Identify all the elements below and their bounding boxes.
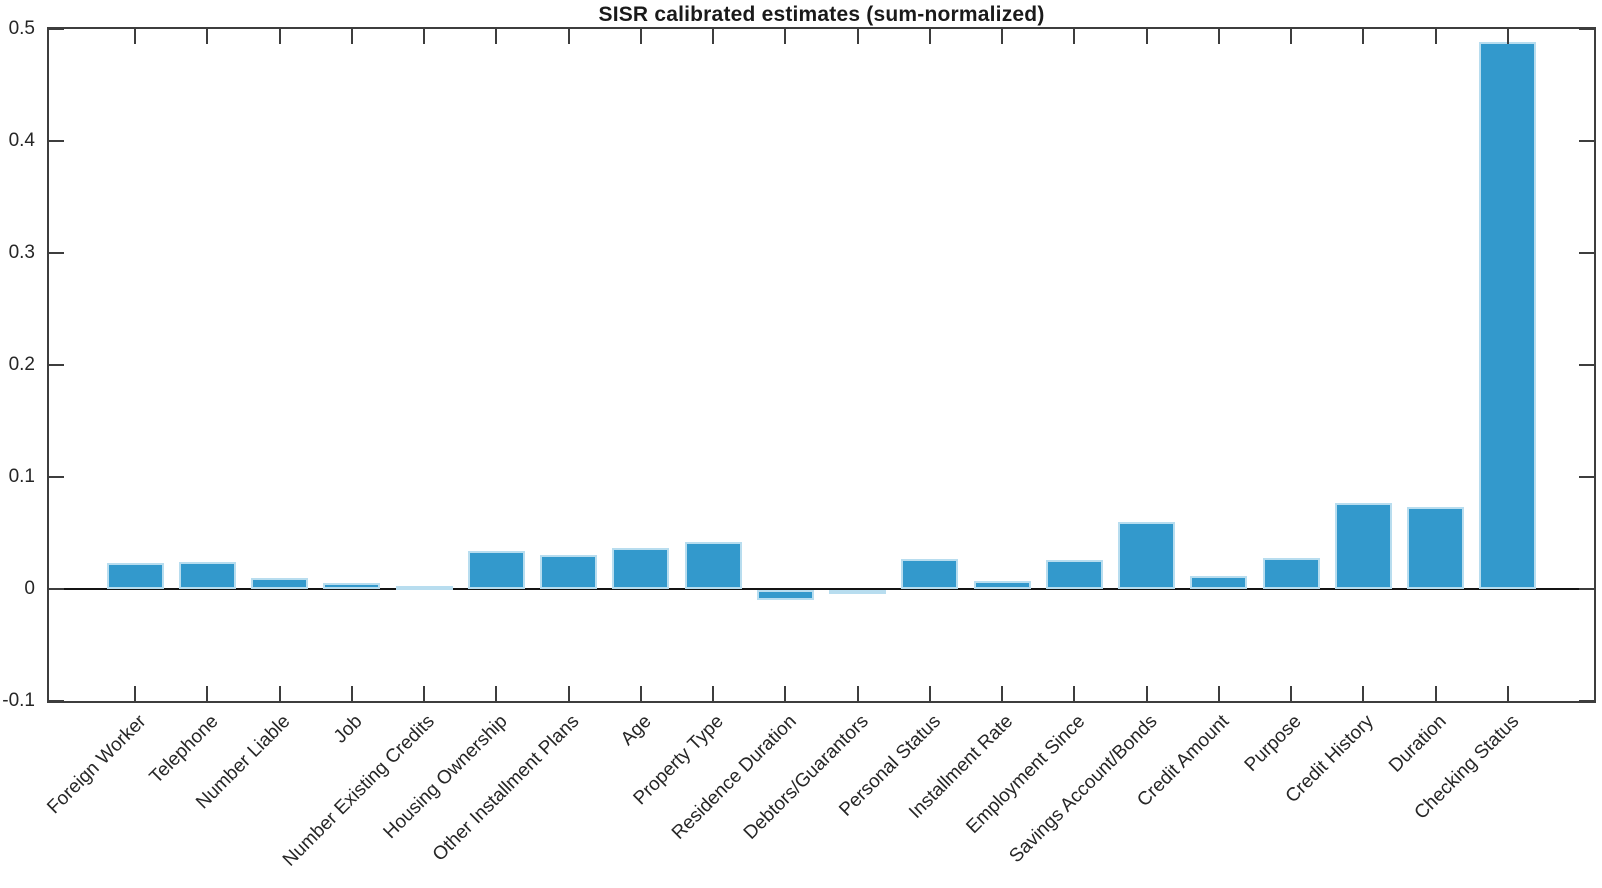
- bar-debtors-guarantors: [829, 590, 887, 594]
- y-tick-left: [49, 28, 64, 30]
- x-tick-bottom: [1506, 686, 1509, 701]
- x-tick-label: Age: [616, 711, 656, 750]
- bar-credit-amount: [1190, 575, 1248, 589]
- bar-employment-since: [1045, 559, 1103, 589]
- x-tick-label: Debtors/Guarantors: [739, 711, 873, 844]
- x-tick-top: [784, 29, 787, 44]
- bar-personal-status: [901, 558, 959, 589]
- x-tick-bottom: [567, 686, 570, 701]
- y-tick-right: [1579, 588, 1594, 590]
- x-tick-bottom: [278, 686, 281, 701]
- bar-credit-history: [1334, 502, 1392, 589]
- bar-installment-rate: [973, 581, 1031, 589]
- bar-property-type: [684, 541, 742, 589]
- x-tick-top: [1073, 29, 1076, 44]
- bar-purpose: [1262, 557, 1320, 589]
- y-tick-right: [1579, 700, 1594, 702]
- x-tick-label: Purpose: [1241, 711, 1306, 776]
- y-tick-label: 0.4: [8, 130, 35, 151]
- x-tick-top: [639, 29, 642, 44]
- x-tick-top: [1290, 29, 1293, 44]
- y-tick-label: 0.5: [8, 18, 35, 39]
- y-tick-label: 0.2: [8, 354, 35, 375]
- x-tick-bottom: [206, 686, 209, 701]
- y-tick-right: [1579, 364, 1594, 366]
- x-tick-label: Job: [330, 711, 367, 748]
- x-tick-bottom: [1217, 686, 1220, 701]
- bar-telephone: [178, 562, 236, 589]
- x-tick-top: [1001, 29, 1004, 44]
- x-tick-bottom: [1290, 686, 1293, 701]
- x-tick-label: Duration: [1384, 711, 1451, 777]
- x-tick-bottom: [1362, 686, 1365, 701]
- x-tick-bottom: [784, 686, 787, 701]
- x-tick-bottom: [712, 686, 715, 701]
- plot-area: [47, 27, 1596, 703]
- x-tick-bottom: [134, 686, 137, 701]
- x-tick-bottom: [1073, 686, 1076, 701]
- y-tick-label: 0.1: [8, 466, 35, 487]
- x-tick-bottom: [1145, 686, 1148, 701]
- x-tick-top: [567, 29, 570, 44]
- x-tick-label: Other Installment Plans: [428, 711, 584, 866]
- x-tick-top: [278, 29, 281, 44]
- y-tick-right: [1579, 252, 1594, 254]
- x-tick-top: [1145, 29, 1148, 44]
- x-tick-top: [423, 29, 426, 44]
- y-tick-label: -0.1: [2, 690, 35, 711]
- x-tick-label: Foreign Worker: [42, 711, 150, 819]
- y-tick-left: [49, 476, 64, 478]
- x-tick-bottom: [350, 686, 353, 701]
- bar-job: [323, 583, 381, 589]
- bar-foreign-worker: [106, 563, 164, 589]
- bar-number-liable: [251, 577, 309, 589]
- x-tick-bottom: [1001, 686, 1004, 701]
- bar-duration: [1407, 507, 1465, 589]
- x-tick-bottom: [1434, 686, 1437, 701]
- bar-number-existing-credits: [395, 585, 453, 590]
- x-tick-top: [1434, 29, 1437, 44]
- y-tick-label: 0.3: [8, 242, 35, 263]
- x-tick-bottom: [423, 686, 426, 701]
- y-tick-label: 0: [24, 578, 35, 599]
- bar-residence-duration: [756, 590, 814, 601]
- x-tick-top: [1506, 29, 1509, 44]
- bar-housing-ownership: [467, 550, 525, 589]
- bar-other-installment-plans: [540, 555, 598, 589]
- x-tick-top: [1362, 29, 1365, 44]
- x-tick-label: Telephone: [145, 711, 223, 788]
- x-tick-top: [350, 29, 353, 44]
- bar-savings-account-bonds: [1118, 521, 1176, 589]
- x-tick-top: [1217, 29, 1220, 44]
- y-tick-left: [49, 588, 64, 590]
- bar-checking-status: [1479, 42, 1537, 589]
- x-tick-top: [856, 29, 859, 44]
- y-tick-right: [1579, 28, 1594, 30]
- y-tick-right: [1579, 140, 1594, 142]
- x-tick-label: Housing Ownership: [379, 711, 512, 844]
- x-tick-bottom: [856, 686, 859, 701]
- y-tick-right: [1579, 476, 1594, 478]
- x-tick-bottom: [495, 686, 498, 701]
- y-tick-left: [49, 140, 64, 142]
- x-tick-top: [206, 29, 209, 44]
- y-tick-left: [49, 700, 64, 702]
- y-tick-left: [49, 364, 64, 366]
- x-tick-top: [928, 29, 931, 44]
- y-tick-left: [49, 252, 64, 254]
- x-tick-top: [134, 29, 137, 44]
- bar-age: [612, 547, 670, 589]
- zero-baseline: [49, 588, 1594, 590]
- x-tick-top: [712, 29, 715, 44]
- x-tick-bottom: [928, 686, 931, 701]
- x-tick-label: Residence Duration: [667, 711, 801, 844]
- x-tick-top: [495, 29, 498, 44]
- x-tick-bottom: [639, 686, 642, 701]
- chart-title: SISR calibrated estimates (sum-normalize…: [598, 3, 1045, 26]
